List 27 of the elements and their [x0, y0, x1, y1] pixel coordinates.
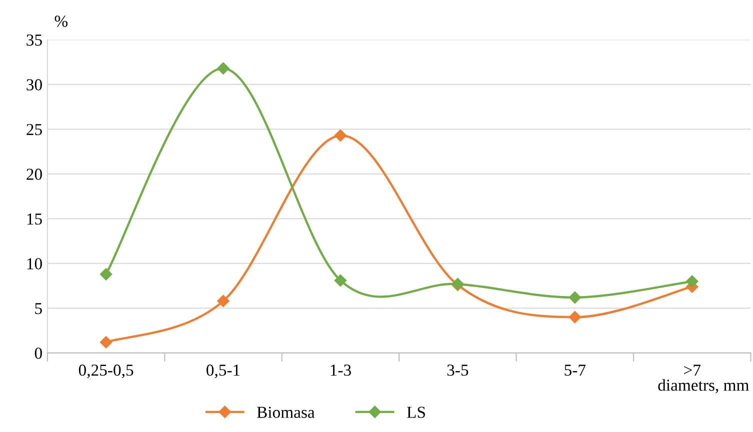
point [217, 294, 230, 308]
x-tick-label: 0,25-0,5 [78, 364, 134, 378]
y-tick-label: 15 [27, 213, 42, 225]
y-tick-label: 5 [35, 303, 42, 314]
point [686, 275, 698, 288]
y-axis-title: % [54, 16, 68, 27]
y-tick-label: 25 [26, 124, 42, 136]
x-tick-label: >7 [684, 364, 701, 376]
x-axis-title: diametrs, mm [658, 379, 749, 394]
y-tick-label: 10 [27, 258, 42, 270]
point [568, 311, 582, 324]
point [100, 336, 112, 348]
point [217, 62, 230, 74]
y-tick-label: 0 [34, 348, 42, 359]
legend-label: Biomasa [257, 406, 315, 418]
point [100, 268, 112, 280]
x-tick-label: 5-7 [564, 364, 586, 376]
point [334, 274, 347, 287]
x-tick-label: 1-3 [330, 364, 351, 376]
y-tick-label: 20 [26, 168, 42, 180]
x-tick-label: 3-5 [447, 364, 468, 376]
point [568, 291, 582, 304]
y-tick-label: 35 [26, 34, 42, 46]
legend-label: LS [407, 406, 425, 418]
y-tick-label: 30 [26, 79, 42, 90]
x-tick-label: 0,5-1 [206, 364, 240, 378]
point [334, 129, 347, 142]
